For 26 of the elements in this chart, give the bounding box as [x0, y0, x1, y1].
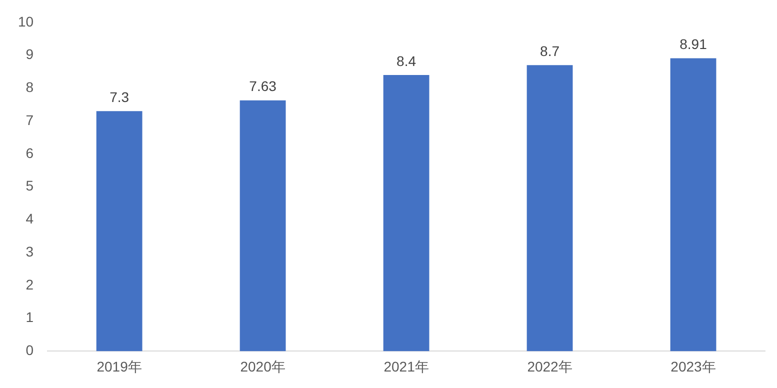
bar	[670, 58, 716, 352]
y-tick-label: 3	[26, 243, 34, 260]
data-label: 8.7	[540, 43, 560, 60]
bar	[240, 100, 286, 352]
y-tick-label: 6	[26, 144, 34, 161]
x-tick-label: 2022年	[527, 358, 572, 374]
x-tick-label: 2023年	[670, 358, 716, 374]
y-tick-label: 0	[26, 342, 34, 358]
x-tick-label: 2020年	[240, 358, 286, 374]
bar	[96, 111, 142, 352]
y-tick-label: 10	[18, 13, 34, 30]
data-label: 8.4	[396, 52, 416, 69]
y-tick-label: 8	[26, 79, 34, 96]
y-tick-label: 9	[26, 46, 34, 62]
x-tick-label: 2021年	[384, 358, 429, 374]
y-tick-label: 1	[26, 309, 34, 326]
data-label: 7.63	[249, 78, 277, 94]
data-label: 7.3	[110, 89, 130, 106]
y-tick-label: 5	[26, 178, 34, 194]
bar	[526, 65, 573, 352]
x-tick-label: 2019年	[96, 358, 142, 374]
bar	[383, 75, 430, 352]
y-tick-label: 4	[26, 210, 34, 227]
y-tick-label: 2	[26, 276, 34, 292]
y-tick-label: 7	[26, 112, 34, 128]
data-label: 8.91	[680, 36, 708, 52]
